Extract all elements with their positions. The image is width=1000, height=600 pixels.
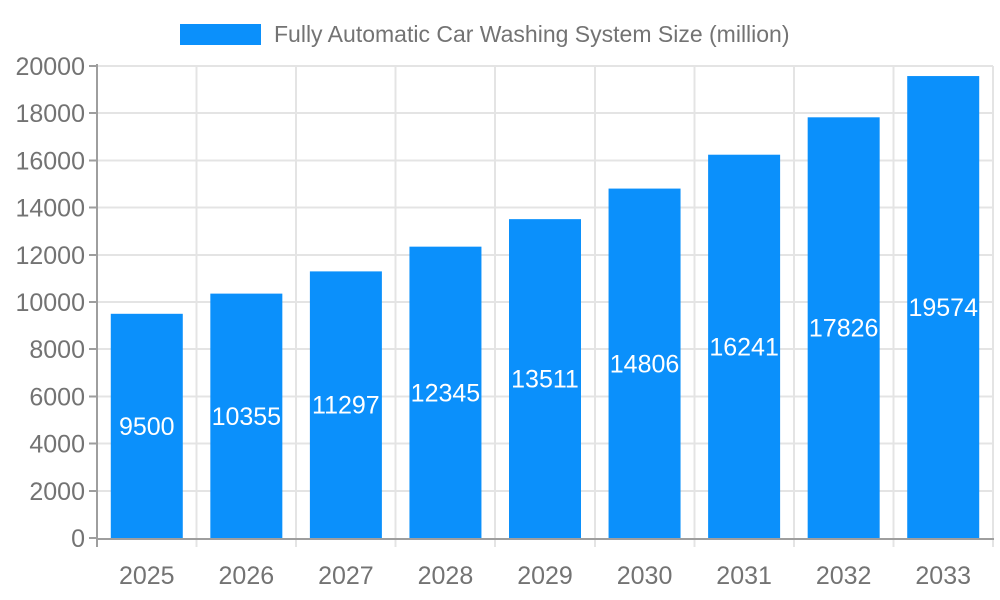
bar-value-label: 19574 xyxy=(908,294,978,322)
bar xyxy=(409,246,482,538)
y-tick-label: 8000 xyxy=(29,336,85,364)
x-tick-label: 2029 xyxy=(517,562,573,590)
bar xyxy=(110,313,183,538)
legend-swatch xyxy=(180,24,261,45)
x-tick-label: 2028 xyxy=(418,562,474,590)
bar xyxy=(907,76,980,539)
bar-value-label: 10355 xyxy=(212,403,282,431)
x-tick-label: 2030 xyxy=(617,562,673,590)
y-tick-label: 16000 xyxy=(15,147,85,175)
bar xyxy=(210,293,283,538)
y-tick-label: 20000 xyxy=(15,53,85,81)
x-tick-label: 2031 xyxy=(716,562,772,590)
bar-value-label: 12345 xyxy=(411,379,481,407)
x-tick-label: 2027 xyxy=(318,562,374,590)
legend-label: Fully Automatic Car Washing System Size … xyxy=(274,21,790,47)
x-tick-label: 2033 xyxy=(915,562,971,590)
bar xyxy=(608,188,681,538)
bar xyxy=(309,271,382,538)
y-tick-label: 4000 xyxy=(29,431,85,459)
bar-value-label: 16241 xyxy=(709,333,779,361)
bar xyxy=(708,154,781,538)
bar-value-label: 17826 xyxy=(809,315,879,343)
bar xyxy=(509,219,581,539)
bar-value-label: 13511 xyxy=(511,366,579,394)
y-tick-label: 0 xyxy=(71,525,85,553)
x-tick-label: 2025 xyxy=(119,562,175,590)
y-tick-label: 18000 xyxy=(15,100,85,128)
bar-value-label: 9500 xyxy=(119,413,175,441)
x-tick-label: 2032 xyxy=(816,562,872,590)
y-tick-label: 6000 xyxy=(29,383,85,411)
y-tick-label: 2000 xyxy=(29,478,85,506)
bar-value-label: 11297 xyxy=(312,392,380,420)
y-tick-label: 14000 xyxy=(15,195,85,223)
chart-legend[interactable]: Fully Automatic Car Washing System Size … xyxy=(180,21,790,48)
y-tick-label: 12000 xyxy=(15,242,85,270)
y-tick-label: 10000 xyxy=(15,289,85,317)
bar xyxy=(807,117,880,538)
x-tick-label: 2026 xyxy=(219,562,275,590)
bar-value-label: 14806 xyxy=(610,350,680,378)
